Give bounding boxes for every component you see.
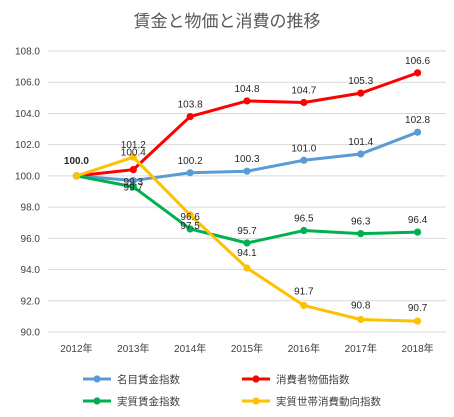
- legend-item: 実質賃金指数: [83, 395, 180, 408]
- data-label: 90.8: [351, 301, 371, 312]
- y-tick-label: 104.0: [15, 109, 40, 120]
- data-label: 99.3: [124, 177, 144, 188]
- x-tick-label: 2012年: [60, 342, 92, 355]
- data-label: 101.4: [348, 137, 373, 148]
- data-point: [413, 69, 422, 77]
- x-tick-label: 2014年: [174, 342, 206, 355]
- data-point: [129, 183, 137, 191]
- x-axis-tick-labels: 2012年 2013年 2014年 2015年 2016年 2017年 2018年: [60, 342, 433, 355]
- data-point: [186, 225, 194, 233]
- data-point: [357, 150, 365, 158]
- data-point: [300, 226, 308, 235]
- data-point: [186, 169, 194, 177]
- x-tick-label: 2013年: [117, 342, 149, 355]
- data-label: 102.8: [405, 115, 430, 126]
- data-label: 90.7: [408, 303, 428, 314]
- chart-title: 賃金と物価と消費の推移: [134, 12, 321, 32]
- legend-label: 実質世帯消費動向指数: [276, 395, 381, 408]
- data-label: 95.7: [237, 226, 257, 237]
- legend-label: 実質賃金指数: [117, 395, 180, 408]
- data-label: 100.3: [234, 154, 259, 165]
- data-label: 96.6: [180, 212, 200, 223]
- data-label: 100.2: [178, 156, 203, 167]
- legend-swatch-marker: [252, 375, 260, 383]
- data-point: [243, 264, 251, 272]
- data-point: [300, 98, 308, 107]
- x-tick-label: 2015年: [231, 342, 263, 355]
- data-label: 99.7: [124, 183, 144, 194]
- data-label: 105.3: [348, 76, 373, 87]
- data-label: 106.6: [405, 56, 430, 67]
- data-point: [357, 315, 365, 324]
- y-tick-label: 90.0: [21, 328, 41, 339]
- y-tick-label: 108.0: [15, 47, 40, 58]
- legend-item: 消費者物価指数: [242, 373, 350, 386]
- legend-swatch-marker: [252, 397, 260, 405]
- y-tick-label: 102.0: [15, 140, 40, 151]
- legend-label: 名目賃金指数: [117, 373, 180, 386]
- y-tick-label: 98.0: [21, 203, 41, 214]
- data-label: 100.4: [121, 148, 146, 159]
- legend-item: 名目賃金指数: [83, 373, 180, 386]
- data-label: 101.2: [121, 140, 146, 151]
- data-label: 91.7: [294, 286, 314, 297]
- data-label: 100.0: [64, 156, 89, 167]
- x-tick-label: 2016年: [288, 342, 320, 355]
- data-point: [243, 167, 251, 175]
- y-axis-tick-labels: 90.0 92.0 94.0 96.0 98.0 100.0 102.0 104.0 106.0…: [15, 47, 40, 339]
- y-tick-label: 96.0: [21, 234, 41, 245]
- data-point: [243, 239, 251, 247]
- data-point: [129, 176, 137, 185]
- data-point: [129, 153, 137, 161]
- data-label: 94.1: [237, 248, 257, 259]
- data-label: 104.7: [291, 86, 316, 97]
- y-tick-label: 106.0: [15, 78, 40, 89]
- data-point: [413, 317, 422, 325]
- data-label: 96.4: [408, 215, 428, 226]
- y-tick-label: 94.0: [21, 265, 41, 276]
- y-tick-label: 100.0: [15, 171, 40, 182]
- data-point: [413, 228, 422, 236]
- data-point: [243, 97, 251, 105]
- data-point: [300, 156, 308, 164]
- data-label: 104.8: [234, 84, 259, 95]
- data-label: 103.8: [178, 100, 203, 111]
- data-label: 96.3: [351, 217, 371, 228]
- legend-label: 消費者物価指数: [276, 373, 350, 386]
- data-point: [72, 172, 81, 180]
- legend-swatch-marker: [93, 375, 101, 383]
- legend-swatch-marker: [93, 397, 101, 405]
- data-point: [186, 211, 194, 219]
- data-point: [186, 112, 194, 121]
- x-tick-label: 2018年: [401, 342, 433, 355]
- legend-item: 実質世帯消費動向指数: [242, 395, 381, 408]
- data-point: [357, 89, 365, 97]
- series-4: [72, 153, 422, 325]
- data-point: [300, 301, 308, 310]
- gridlines: [48, 50, 446, 333]
- y-tick-label: 92.0: [21, 296, 41, 307]
- data-point: [413, 128, 422, 136]
- x-tick-label: 2017年: [345, 342, 377, 355]
- data-point: [129, 166, 137, 174]
- data-label: 97.5: [180, 221, 200, 232]
- data-point: [357, 230, 365, 238]
- data-label: 96.5: [294, 214, 314, 225]
- series-lines: [72, 69, 422, 325]
- data-label: 101.0: [291, 143, 316, 154]
